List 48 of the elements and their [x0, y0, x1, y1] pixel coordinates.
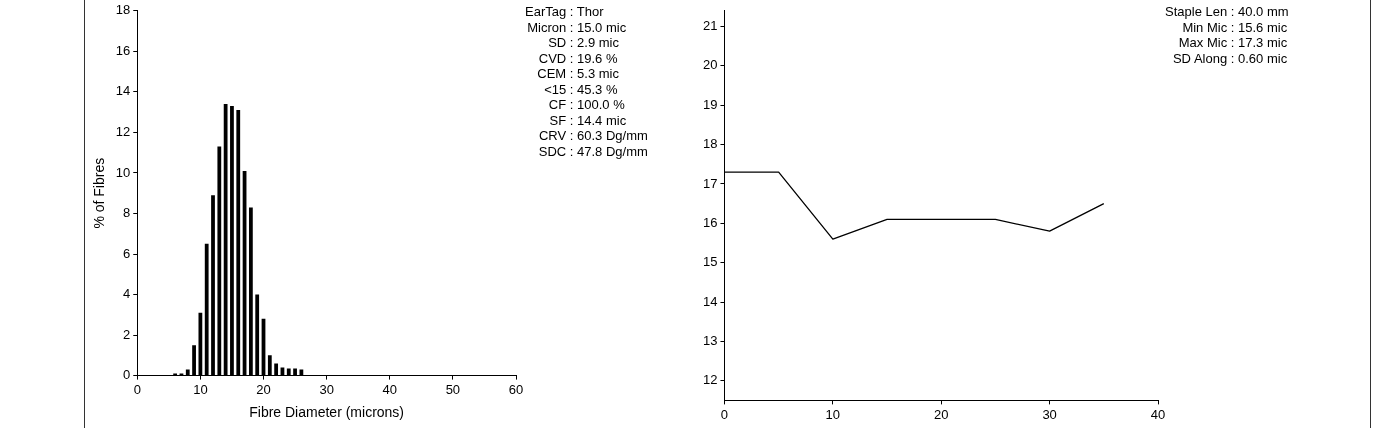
- text: SD Along : 0.60 mic: [1171, 50, 1289, 66]
- y-tick-label: 12: [115, 123, 131, 139]
- y-tick-label: 10: [115, 164, 131, 180]
- x-tick-label: 60: [508, 381, 524, 397]
- y-tick-label: 4: [123, 286, 131, 302]
- y-tick-label: 19: [702, 96, 718, 112]
- x-tick-label: 0: [133, 381, 141, 397]
- text: CEM : 5.3 mic: [536, 66, 620, 82]
- y-tick-label: 21: [702, 18, 718, 34]
- y-tick-label: 20: [702, 57, 718, 73]
- y-tick-label: 12: [702, 372, 718, 388]
- y-tick-label: 16: [115, 42, 131, 58]
- text: Micron : 15.0 mic: [526, 19, 628, 35]
- x-tick-label: 10: [193, 381, 208, 397]
- y-tick-label: 0: [123, 367, 131, 383]
- y-tick-label: 16: [702, 214, 718, 230]
- y-tick-label: 18: [115, 2, 131, 18]
- y-tick-label: 14: [702, 293, 718, 309]
- y-tick-label: 15: [702, 254, 718, 270]
- x-axis-title: Fibre Diameter (microns): [249, 404, 405, 421]
- y-tick-label: 17: [702, 175, 718, 191]
- text: SF : 14.4 mic: [548, 112, 628, 128]
- x-tick-label: 20: [934, 406, 949, 422]
- text: EarTag : Thor: [525, 4, 605, 20]
- y-axis-title: % of Fibres: [91, 157, 108, 229]
- y-tick-label: 18: [702, 136, 718, 152]
- x-tick-label: 40: [1150, 406, 1166, 422]
- y-tick-label: 14: [115, 83, 131, 99]
- text: CRV : 60.3 Dg/mm: [538, 128, 648, 144]
- y-tick-label: 2: [123, 326, 131, 342]
- text: Staple Len : 40.0 mm: [1165, 4, 1289, 20]
- text: SD : 2.9 mic: [547, 35, 620, 51]
- x-tick-label: 20: [256, 381, 271, 397]
- y-tick-label: 8: [123, 205, 131, 221]
- text: Min Mic : 15.6 mic: [1181, 19, 1289, 35]
- x-tick-label: 40: [382, 381, 397, 397]
- x-tick-label: 0: [720, 406, 729, 422]
- x-tick-label: 10: [825, 406, 841, 422]
- y-tick-label: 13: [702, 332, 718, 348]
- text: Max Mic : 17.3 mic: [1177, 35, 1289, 51]
- x-tick-label: 30: [1042, 406, 1057, 422]
- x-tick-label: 50: [445, 381, 461, 397]
- text: <15 : 45.3 %: [543, 81, 619, 97]
- text: SDC : 47.8 Dg/mm: [537, 143, 648, 159]
- x-tick-label: 30: [319, 381, 334, 397]
- text: CVD : 19.6 %: [537, 50, 619, 66]
- y-tick-label: 6: [123, 245, 131, 261]
- text: CF : 100.0 %: [547, 97, 626, 113]
